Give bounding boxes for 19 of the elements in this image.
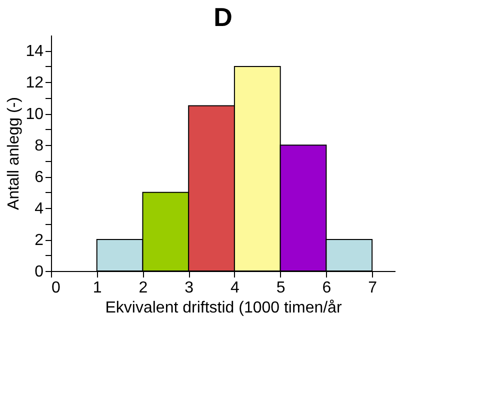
x-tick-label: 0 [52, 280, 60, 296]
x-axis-title: Ekvivalent driftstid (1000 timen/år [105, 300, 342, 316]
y-tick-label: 2 [34, 232, 44, 250]
x-tick-label: 7 [368, 280, 378, 296]
y-axis-title: Antall anlegg (-) [6, 97, 23, 210]
y-tick-label: 10 [26, 106, 44, 124]
x-tick-label: 2 [138, 280, 148, 296]
y-tick-label: 4 [34, 200, 44, 218]
y-tick-label: 12 [26, 74, 44, 92]
y-tick-label: 0 [34, 264, 44, 280]
chart-title: D [214, 2, 232, 32]
x-tick-label: 4 [230, 280, 240, 296]
x-tick-label: 1 [92, 280, 102, 296]
y-tick-label: 6 [34, 169, 44, 186]
x-tick-label: 5 [276, 280, 286, 296]
x-tick-label: 6 [322, 280, 332, 296]
y-tick-label: 8 [34, 138, 44, 155]
y-tick-label: 14 [26, 43, 44, 60]
x-tick-label: 3 [184, 280, 194, 296]
